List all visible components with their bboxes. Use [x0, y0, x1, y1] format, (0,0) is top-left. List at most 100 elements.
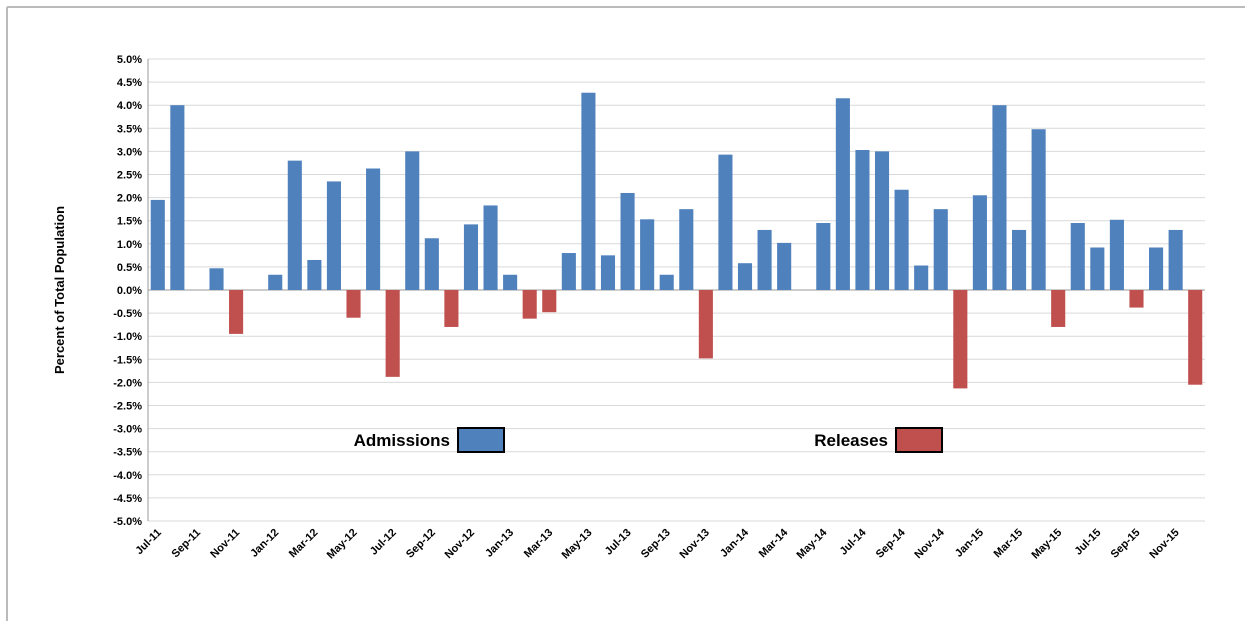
- x-tick-label: May-13: [560, 527, 595, 562]
- bar: [444, 290, 459, 327]
- bar: [561, 253, 576, 290]
- bar: [855, 150, 870, 290]
- y-axis-title: Percent of Total Population: [52, 206, 67, 374]
- y-tick-label: 4.5%: [117, 77, 142, 89]
- x-tick-label: Jul-13: [603, 527, 634, 558]
- bar: [737, 263, 753, 290]
- x-tick-label: Sep-15: [1109, 527, 1143, 561]
- y-tick-label: -2.0%: [113, 377, 142, 389]
- bar: [874, 151, 890, 290]
- bar: [1168, 229, 1183, 290]
- x-tick-label: Sep-11: [169, 527, 203, 561]
- legend-label: Admissions: [354, 431, 450, 450]
- x-tick-label: Sep-13: [639, 527, 673, 561]
- x-tick-label: Jan-13: [483, 527, 516, 560]
- x-tick-label: Mar-14: [757, 526, 791, 560]
- bar: [307, 259, 322, 290]
- bar: [1090, 247, 1105, 290]
- bar: [659, 274, 674, 290]
- y-tick-label: -3.0%: [113, 424, 142, 436]
- bar: [170, 105, 185, 290]
- x-tick-label: Sep-12: [404, 527, 438, 561]
- bar: [972, 195, 987, 290]
- x-tick-label: Nov-11: [208, 527, 242, 561]
- y-tick-label: 0.5%: [117, 262, 142, 274]
- bar: [757, 229, 772, 290]
- bar: [522, 290, 537, 319]
- x-tick-label: Jul-12: [368, 527, 399, 558]
- y-tick-label: 3.0%: [117, 146, 142, 158]
- bar: [1129, 290, 1144, 308]
- bar: [914, 265, 929, 290]
- legend-swatch: [457, 427, 505, 453]
- bar: [326, 181, 342, 290]
- y-tick-label: 0.0%: [117, 285, 142, 297]
- bar: [581, 92, 596, 290]
- y-tick-label: -0.5%: [113, 308, 142, 320]
- bar: [424, 238, 439, 290]
- x-tick-label: Nov-15: [1147, 527, 1181, 561]
- y-tick-label: 1.0%: [117, 239, 142, 251]
- bar: [229, 290, 244, 334]
- x-tick-label: Nov-14: [912, 526, 947, 561]
- bar: [385, 290, 400, 377]
- y-tick-label: 4.0%: [117, 100, 142, 112]
- bar: [463, 224, 479, 290]
- x-tick-label: Nov-12: [443, 527, 477, 561]
- x-tick-label: May-12: [325, 527, 360, 562]
- bar: [1011, 229, 1027, 290]
- x-tick-label: Mar-12: [287, 527, 321, 561]
- x-tick-label: Jan-14: [718, 526, 752, 560]
- bar: [620, 192, 635, 290]
- y-tick-label: 2.5%: [117, 170, 142, 182]
- y-tick-label: 1.5%: [117, 216, 142, 228]
- bar: [718, 154, 733, 290]
- legend-label: Releases: [814, 431, 888, 450]
- y-tick-label: -5.0%: [113, 516, 142, 528]
- x-tick-label: May-15: [1029, 527, 1064, 562]
- bar: [503, 274, 518, 290]
- bar: [366, 168, 381, 290]
- bar: [933, 209, 948, 290]
- bar: [287, 160, 302, 290]
- bar: [816, 223, 831, 290]
- bar: [835, 98, 850, 291]
- bar: [777, 242, 792, 290]
- x-tick-label: Nov-13: [678, 527, 712, 561]
- y-tick-label: 3.5%: [117, 123, 142, 135]
- x-tick-label: Mar-15: [992, 527, 1026, 561]
- bar: [953, 290, 968, 389]
- bar: [1109, 219, 1124, 290]
- x-tick-label: Jul-14: [838, 526, 870, 558]
- y-tick-label: -3.5%: [113, 447, 142, 459]
- y-tick-label: -2.5%: [113, 401, 142, 413]
- bar: [679, 209, 694, 290]
- legend-swatch: [895, 427, 943, 453]
- bar: [600, 255, 616, 290]
- bar: [698, 290, 713, 359]
- x-tick-label: Sep-14: [874, 526, 909, 561]
- bar: [1149, 247, 1164, 290]
- x-tick-label: Jul-11: [133, 527, 164, 558]
- y-tick-label: 2.0%: [117, 193, 142, 205]
- x-tick-label: May-14: [795, 526, 830, 561]
- bar: [542, 290, 557, 313]
- y-tick-label: -1.0%: [113, 331, 142, 343]
- bar: [1070, 223, 1085, 290]
- bar: [1031, 129, 1046, 290]
- y-tick-label: -4.0%: [113, 470, 142, 482]
- y-tick-label: 5.0%: [117, 54, 142, 66]
- bar: [1188, 290, 1203, 385]
- bar: [894, 189, 909, 290]
- bar: [640, 219, 655, 290]
- bar: [346, 290, 361, 318]
- y-tick-label: -4.5%: [113, 493, 142, 505]
- bar: [150, 199, 165, 290]
- bar: [209, 268, 224, 290]
- x-tick-label: Jan-12: [248, 527, 281, 560]
- bar: [405, 151, 420, 290]
- bar: [1051, 290, 1066, 327]
- x-tick-label: Mar-13: [522, 527, 556, 561]
- bar: [268, 274, 283, 290]
